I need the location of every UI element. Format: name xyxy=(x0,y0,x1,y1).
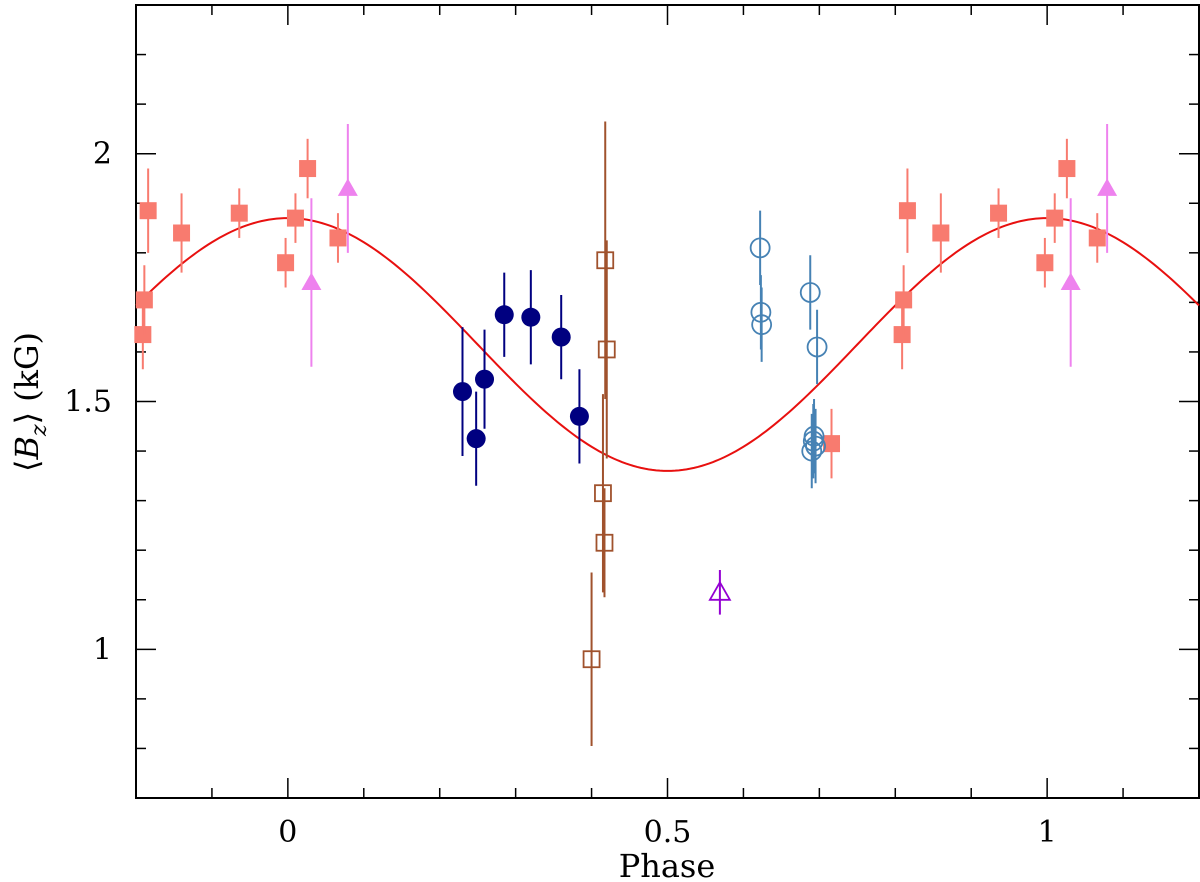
filled-circles-point xyxy=(551,294,571,380)
marker xyxy=(286,209,304,227)
marker xyxy=(494,305,514,325)
marker xyxy=(1058,160,1076,178)
filled-squares-point xyxy=(329,213,347,263)
open-circles-point xyxy=(806,309,828,385)
open-squares-point xyxy=(595,488,614,598)
y-axis-title: ⟨Bz⟩(kG) xyxy=(8,332,52,472)
filled-squares-point xyxy=(299,138,317,199)
fit-curve xyxy=(135,217,1200,472)
marker xyxy=(895,291,913,309)
filled-triangles-point xyxy=(301,198,322,367)
filled-circles-point xyxy=(569,369,589,464)
marker xyxy=(803,425,825,447)
open-triangle-point xyxy=(708,570,732,615)
open-circles-point xyxy=(749,210,771,286)
marker xyxy=(277,254,295,272)
filled-squares-point xyxy=(823,408,841,479)
marker xyxy=(139,202,157,220)
filled-squares-point xyxy=(134,299,152,370)
marker xyxy=(337,178,358,196)
filled-circles-point xyxy=(452,327,472,457)
open-squares-point xyxy=(582,572,601,746)
filled-triangles-point xyxy=(1060,198,1081,367)
marker xyxy=(134,326,152,344)
filled-squares-point xyxy=(1036,237,1054,288)
x-tick-label: 1 xyxy=(1038,815,1057,850)
filled-squares-point xyxy=(932,193,950,273)
marker xyxy=(597,340,616,359)
open-circles-point xyxy=(799,255,821,330)
y-tick-label: 2 xyxy=(93,137,112,172)
filled-circles-point xyxy=(494,272,514,357)
filled-triangles-point xyxy=(1097,123,1118,253)
marker xyxy=(301,272,322,291)
marker xyxy=(893,326,911,344)
marker xyxy=(173,224,191,242)
filled-squares-point xyxy=(990,188,1008,238)
marker xyxy=(1060,272,1081,291)
marker xyxy=(801,440,823,462)
marker xyxy=(751,314,773,336)
x-axis-title: Phase xyxy=(619,847,716,882)
marker xyxy=(299,160,317,178)
marker xyxy=(582,650,601,669)
data-points xyxy=(134,121,1118,746)
filled-triangles-point xyxy=(337,123,358,253)
open-squares-point xyxy=(596,121,615,400)
marker xyxy=(551,327,571,347)
svg-text:⟨Bz⟩(kG): ⟨Bz⟩(kG) xyxy=(8,332,52,472)
filled-squares-point xyxy=(1046,193,1064,243)
filled-squares-point xyxy=(173,193,191,273)
marker xyxy=(594,484,612,503)
marker xyxy=(230,204,248,222)
filled-squares-point xyxy=(277,237,295,288)
filled-squares-point xyxy=(286,193,304,243)
filled-squares-point xyxy=(230,188,248,238)
marker xyxy=(475,369,495,389)
filled-squares-point xyxy=(895,265,913,335)
filled-squares-point xyxy=(139,168,157,253)
marker xyxy=(521,307,541,327)
filled-squares-point xyxy=(898,168,916,253)
filled-squares-point xyxy=(893,299,911,370)
axis-tick-labels: 0 0.5 1 1 1.5 2 xyxy=(64,137,1056,850)
plot-frame xyxy=(135,4,1200,799)
marker xyxy=(1036,254,1054,272)
marker xyxy=(806,336,828,358)
marker xyxy=(823,435,841,453)
marker xyxy=(898,202,916,220)
marker xyxy=(805,435,826,457)
marker xyxy=(1088,229,1106,247)
marker xyxy=(466,429,486,449)
x-tick-label: 0.5 xyxy=(644,815,692,850)
marker xyxy=(1046,209,1064,227)
filled-squares-point xyxy=(1088,213,1106,263)
open-circles-point xyxy=(751,287,773,362)
y-tick-label: 1 xyxy=(93,632,112,667)
open-circles-point xyxy=(805,408,826,484)
marker xyxy=(329,229,347,247)
axis-ticks xyxy=(135,4,1200,799)
x-tick-label: 0 xyxy=(278,815,297,850)
filled-circles-point xyxy=(466,391,486,486)
open-squares-point xyxy=(594,394,612,593)
filled-circles-point xyxy=(475,329,495,429)
marker xyxy=(569,406,589,426)
y-tick-label: 1.5 xyxy=(64,385,112,420)
marker xyxy=(799,282,821,303)
marker xyxy=(452,382,472,402)
filled-circles-point xyxy=(521,270,541,365)
marker xyxy=(749,237,771,259)
marker xyxy=(1097,178,1118,196)
marker xyxy=(932,224,950,242)
marker xyxy=(595,533,614,552)
marker xyxy=(990,204,1008,222)
marker xyxy=(135,291,153,309)
open-squares-point xyxy=(597,240,616,459)
filled-squares-point xyxy=(1058,138,1076,199)
marker xyxy=(708,580,732,601)
marker xyxy=(596,251,615,270)
filled-squares-point xyxy=(135,265,153,335)
